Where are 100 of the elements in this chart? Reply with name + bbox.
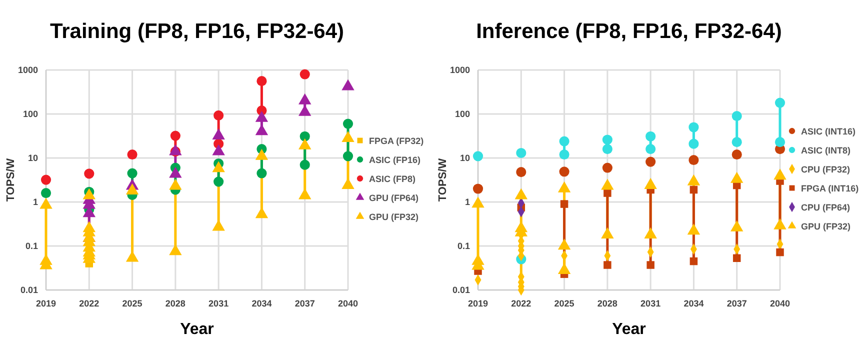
point [170, 130, 180, 141]
y-tick-label: 0.01 [452, 284, 470, 295]
y-axis-title: TOPS/W [5, 158, 17, 202]
legend-label: CPU (FP32) [801, 164, 850, 174]
point [169, 244, 182, 256]
y-tick-label: 1000 [18, 64, 38, 75]
point [40, 174, 52, 185]
point [516, 148, 526, 158]
x-tick-label: 2019 [468, 298, 488, 308]
y-tick-label: 1 [464, 196, 470, 207]
point [342, 151, 354, 162]
point [212, 220, 225, 231]
x-tick-label: 2037 [726, 298, 747, 308]
point [559, 149, 570, 160]
x-tick-label: 2034 [684, 298, 704, 308]
point [776, 248, 784, 256]
point [560, 200, 568, 208]
legend-label: FPGA (INT16) [801, 184, 859, 194]
point [126, 250, 139, 262]
x-tick-label: 2025 [122, 298, 142, 308]
y-axis-title: TOPS/W [437, 158, 449, 202]
point [732, 254, 741, 262]
x-tick-label: 2040 [770, 298, 790, 308]
point [82, 188, 96, 200]
point [342, 130, 354, 142]
point [732, 149, 742, 160]
point [688, 138, 699, 149]
point [300, 131, 310, 142]
point [255, 148, 268, 160]
point [688, 154, 699, 166]
point [604, 189, 612, 197]
point [127, 149, 138, 160]
point [516, 166, 526, 178]
legend-label: ASIC (INT8) [801, 146, 851, 156]
x-tick-label: 2037 [294, 298, 315, 308]
point [214, 176, 224, 187]
point [602, 134, 612, 145]
x-tick-label: 2028 [165, 298, 186, 308]
point [688, 122, 699, 132]
point [126, 183, 139, 194]
point [256, 76, 267, 86]
y-tick-label: 0.1 [457, 240, 470, 251]
y-tick-label: 0.01 [20, 284, 38, 295]
x-axis-title: Year [612, 321, 646, 338]
point [646, 144, 656, 154]
y-tick-label: 100 [22, 108, 38, 119]
x-tick-label: 2019 [36, 298, 56, 308]
point [774, 98, 786, 108]
point [646, 261, 654, 269]
point [690, 186, 698, 194]
point [127, 168, 138, 178]
point [169, 178, 182, 190]
legend-label: ASIC (FP8) [369, 174, 416, 184]
point [256, 168, 267, 178]
point [604, 261, 612, 269]
point [342, 118, 354, 129]
y-tick-label: 10 [28, 152, 38, 163]
point [212, 128, 225, 140]
x-tick-label: 2025 [554, 298, 574, 308]
point [40, 198, 52, 209]
x-tick-label: 2022 [511, 298, 532, 308]
point [255, 124, 268, 136]
point [472, 151, 484, 162]
y-tick-label: 1000 [450, 64, 470, 75]
point [559, 136, 570, 146]
point [255, 207, 268, 218]
legend-label: GPU (FP32) [369, 212, 419, 222]
point [602, 162, 612, 173]
legend-label: GPU (FP64) [369, 193, 419, 203]
x-tick-label: 2028 [597, 298, 618, 308]
point [732, 110, 742, 122]
x-tick-label: 2034 [252, 298, 272, 308]
point [732, 137, 742, 148]
point [169, 166, 182, 178]
point [300, 160, 310, 170]
chart-title: Inference (FP8, FP16, FP32-64) [476, 20, 782, 43]
chart-title: Training (FP8, FP16, FP32-64) [50, 20, 344, 43]
point [602, 144, 612, 154]
point [298, 138, 312, 150]
point [40, 188, 52, 198]
x-tick-label: 2031 [640, 298, 661, 308]
legend-label: GPU (FP32) [801, 222, 851, 232]
legend-label: FPGA (FP32) [369, 136, 424, 146]
point [84, 168, 94, 179]
point [214, 110, 224, 120]
x-tick-label: 2031 [208, 298, 229, 308]
point [690, 257, 698, 266]
point [300, 69, 310, 80]
point [646, 131, 656, 142]
x-tick-label: 2022 [79, 298, 100, 308]
legend-label: CPU (FP64) [801, 202, 850, 212]
y-tick-label: 100 [454, 108, 470, 119]
point [212, 161, 225, 172]
legend-label: ASIC (FP16) [369, 155, 421, 165]
point [646, 156, 656, 167]
y-tick-label: 0.1 [25, 240, 38, 251]
point [559, 166, 570, 177]
point [472, 184, 484, 194]
point [212, 144, 225, 156]
point [169, 144, 182, 156]
